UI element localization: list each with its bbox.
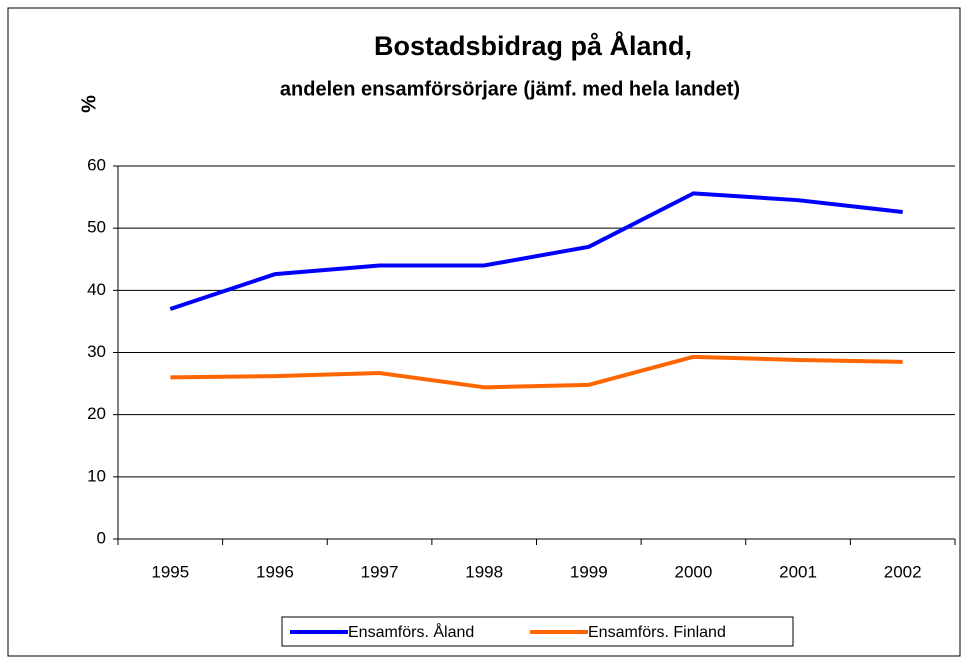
chart-subtitle: andelen ensamförsörjare (jämf. med hela … [280,78,740,100]
y-tick-label: 50 [87,218,106,237]
series-line [170,354,903,390]
y-axis-label: % [78,95,100,113]
x-tick-label: 1995 [151,562,189,581]
x-tick-label: 2000 [675,562,713,581]
y-tick-label: 40 [87,280,106,299]
x-tick-label: 2001 [779,562,817,581]
y-tick-label: 10 [87,466,106,485]
x-tick-label: 1998 [465,562,503,581]
x-tick-label: 1996 [256,562,294,581]
series-line [169,191,903,311]
x-tick-label: 1997 [361,562,399,581]
y-tick-label: 60 [87,155,106,174]
y-tick-label: 0 [97,528,106,547]
x-tick-label: 1999 [570,562,608,581]
y-tick-label: 30 [87,342,106,361]
chart-title: Bostadsbidrag på Åland, [374,30,692,61]
x-tick-label: 2002 [884,562,922,581]
legend-label: Ensamförs. Finland [588,624,726,641]
legend-label: Ensamförs. Åland [348,622,474,641]
y-tick-label: 20 [87,404,106,423]
chart-border [7,7,961,657]
